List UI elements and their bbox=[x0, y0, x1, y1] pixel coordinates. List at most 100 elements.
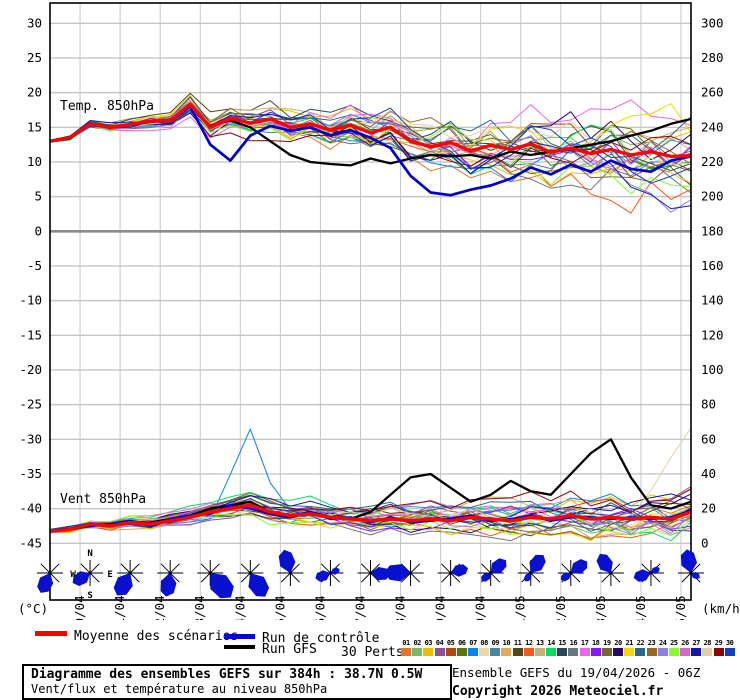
wind-direction-wedge bbox=[72, 571, 91, 586]
wind-rose bbox=[517, 554, 546, 586]
perturbation-number: 09 bbox=[491, 639, 500, 647]
wind-series-group bbox=[50, 427, 691, 542]
perturbation-number: 15 bbox=[558, 639, 566, 647]
wind-direction-wedge bbox=[691, 572, 700, 580]
wind-rose bbox=[384, 560, 424, 586]
perturbation-item: 01 bbox=[401, 639, 411, 656]
right-axis-tick-label: 20 bbox=[701, 501, 716, 516]
date-label: 02/05 bbox=[553, 595, 568, 620]
perturbation-color-square bbox=[423, 648, 434, 656]
perturbation-number: 18 bbox=[591, 639, 600, 647]
rose-center-dot bbox=[529, 571, 533, 575]
left-axis-tick-label: 30 bbox=[27, 15, 42, 30]
date-label: 05/05 bbox=[673, 595, 688, 620]
right-unit-label: (km/h) bbox=[702, 601, 740, 616]
date-label: 22/04 bbox=[152, 595, 167, 620]
perturbation-color-square bbox=[713, 648, 724, 656]
ensemble-member-line bbox=[50, 501, 691, 534]
perturbation-color-square bbox=[445, 648, 456, 656]
rose-center-dot bbox=[649, 571, 653, 575]
perturbation-color-square bbox=[534, 648, 545, 656]
perturbation-number: 08 bbox=[480, 639, 488, 647]
perturbation-item: 27 bbox=[691, 639, 702, 656]
perturbation-color-square bbox=[546, 648, 557, 656]
left-axis-tick-label: -35 bbox=[19, 466, 42, 481]
perturbation-color-square bbox=[613, 648, 623, 656]
perturbation-color-square bbox=[590, 648, 601, 656]
perturbation-number: 16 bbox=[569, 639, 578, 647]
ensemble-member-line bbox=[50, 109, 691, 165]
right-axis-tick-label: 100 bbox=[701, 362, 724, 377]
mean-line-swatch bbox=[35, 631, 67, 636]
compass-north-label: N bbox=[87, 549, 92, 559]
perturbation-color-square bbox=[691, 648, 702, 656]
perturbation-color-square bbox=[557, 648, 568, 656]
wind-rose bbox=[197, 560, 234, 599]
date-label: 20/04 bbox=[72, 595, 87, 620]
date-label: 25/04 bbox=[272, 595, 287, 620]
perturbation-item: 16 bbox=[568, 639, 579, 656]
perturbation-item: 24 bbox=[657, 639, 668, 656]
wind-direction-wedge bbox=[633, 569, 651, 582]
perturbation-item: 25 bbox=[668, 639, 679, 656]
diagram-title: Diagramme des ensembles GEFS sur 384h : … bbox=[31, 667, 423, 682]
compass-east-label: E bbox=[107, 570, 112, 580]
perturbation-number: 04 bbox=[435, 639, 444, 647]
rose-center-dot bbox=[368, 571, 373, 575]
rose-center-dot bbox=[168, 571, 172, 575]
temp-chart-title: Temp. 850hPa bbox=[60, 99, 154, 114]
wind-rose bbox=[633, 560, 664, 586]
rose-center-dot bbox=[128, 571, 132, 575]
perturbation-item: 23 bbox=[646, 639, 657, 656]
temp-series-group bbox=[50, 92, 691, 214]
perturbation-number: 06 bbox=[458, 639, 466, 647]
perturbation-number: 12 bbox=[525, 639, 533, 647]
control-line-swatch bbox=[224, 634, 255, 639]
wind-rose bbox=[237, 560, 270, 597]
date-label: 26/04 bbox=[312, 595, 327, 620]
compass-west-label: W bbox=[70, 570, 76, 580]
rose-center-dot bbox=[48, 571, 52, 575]
diagram-title-box: Diagramme des ensembles GEFS sur 384h : … bbox=[22, 664, 452, 700]
perturbation-item: 05 bbox=[445, 639, 456, 656]
perturbation-number: 28 bbox=[703, 639, 712, 647]
perturbation-color-square bbox=[490, 648, 501, 656]
date-label: 04/05 bbox=[633, 595, 648, 620]
date-label: 23/04 bbox=[192, 595, 207, 620]
perturbation-color-square bbox=[668, 648, 679, 656]
perturbation-color-square bbox=[724, 648, 735, 656]
wind-rose bbox=[557, 559, 588, 586]
perturbation-color-square bbox=[523, 648, 534, 656]
perturbation-color-square bbox=[646, 648, 657, 656]
perturbation-color-square bbox=[680, 648, 690, 656]
wind-direction-wedge bbox=[315, 570, 331, 582]
perturbation-color-square bbox=[501, 648, 512, 656]
wind-chart-title: Vent 850hPa bbox=[60, 492, 146, 507]
perturbation-item: 13 bbox=[534, 639, 545, 656]
rose-center-dot bbox=[88, 571, 92, 575]
perturbation-color-square bbox=[601, 648, 612, 656]
wind-direction-wedge bbox=[160, 573, 177, 597]
left-axis-tick-label: 0 bbox=[34, 223, 42, 238]
left-axis-tick-label: -30 bbox=[19, 431, 42, 446]
wind-rose bbox=[477, 558, 507, 586]
ensemble-member-line bbox=[50, 427, 691, 533]
ensemble-member-line bbox=[50, 109, 691, 152]
compass-south-label: S bbox=[87, 591, 92, 601]
mean-legend-label: Moyenne des scénarios bbox=[74, 629, 239, 644]
perturbation-color-strip: 01 02 03 04 05 06 07 08 09 10 11 12 13 14 15 16 17 18 19 20… bbox=[401, 639, 737, 658]
left-axis-tick-label: -20 bbox=[19, 362, 42, 377]
date-label: 27/04 bbox=[352, 595, 367, 620]
left-axis-tick-label: -10 bbox=[19, 293, 42, 308]
wind-rose bbox=[437, 560, 468, 586]
perturbation-number: 27 bbox=[692, 639, 700, 647]
copyright-text: Copyright 2026 Meteociel.fr bbox=[452, 684, 664, 699]
perturbation-color-square bbox=[702, 648, 713, 656]
right-axis-tick-label: 120 bbox=[701, 327, 724, 342]
wind-rose bbox=[596, 553, 624, 586]
date-label: 21/04 bbox=[112, 595, 127, 620]
date-label: 29/04 bbox=[433, 595, 448, 620]
perturbation-item: 14 bbox=[546, 639, 557, 656]
right-axis-tick-label: 220 bbox=[701, 154, 724, 169]
rose-center-dot bbox=[569, 571, 573, 575]
